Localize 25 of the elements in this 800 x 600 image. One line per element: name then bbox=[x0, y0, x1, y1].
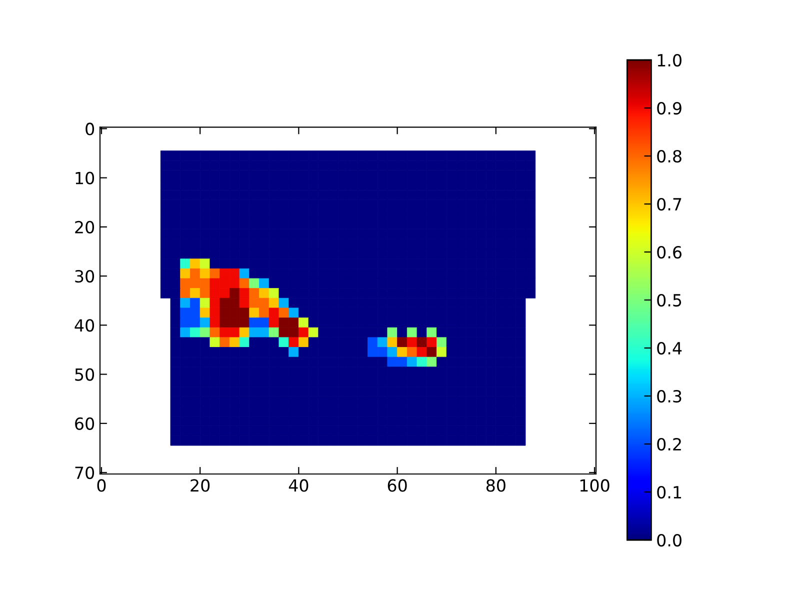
color-bar-label: 0.6 bbox=[657, 246, 682, 259]
y-tick-label: 30 bbox=[75, 270, 94, 283]
color-bar-label: 0.4 bbox=[657, 342, 682, 355]
y-tick-label: 70 bbox=[75, 466, 94, 480]
color-bar-label: 1.0 bbox=[658, 54, 682, 67]
color-bar-label: 0.0 bbox=[657, 534, 682, 547]
x-tick-label: 40 bbox=[288, 479, 308, 492]
x-tick-label: 20 bbox=[190, 479, 210, 492]
color-bar-label: 0.3 bbox=[657, 390, 682, 403]
x-tick-label: 0 bbox=[97, 479, 106, 492]
y-tick-label: 10 bbox=[76, 172, 94, 184]
color-bar-label: 0.2 bbox=[657, 438, 681, 451]
y-tick-label: 60 bbox=[75, 417, 94, 430]
x-tick-label: 100 bbox=[580, 479, 610, 492]
color-bar-label: 0.8 bbox=[657, 150, 682, 163]
color-bar-label: 0.5 bbox=[657, 294, 682, 307]
color-bar-label: 0.9 bbox=[657, 102, 682, 115]
y-tick-label: 50 bbox=[75, 368, 94, 381]
y-tick-label: 40 bbox=[74, 319, 94, 332]
color-bar-label: 0.7 bbox=[657, 198, 682, 211]
y-tick-label: 0 bbox=[86, 122, 94, 136]
y-tick-label: 20 bbox=[75, 220, 94, 234]
color-bar-label: 0.1 bbox=[657, 486, 682, 499]
x-tick-label: 80 bbox=[486, 479, 506, 492]
x-tick-label: 60 bbox=[388, 479, 407, 492]
